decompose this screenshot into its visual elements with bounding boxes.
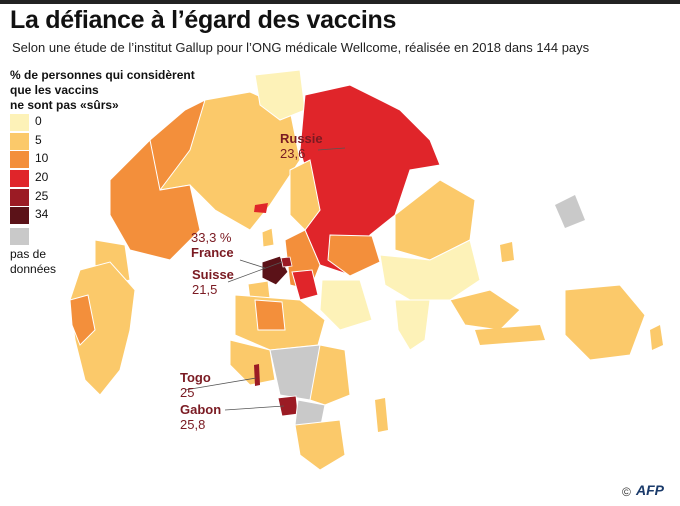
legend-label: 34 — [35, 207, 49, 222]
nodata-line: pas de — [10, 247, 47, 261]
annotation-name: Gabon — [180, 402, 222, 417]
region-greenland — [254, 69, 306, 121]
annotation-value: 33,3 % — [191, 230, 232, 245]
region-france — [261, 255, 289, 286]
legend-swatch — [10, 188, 29, 206]
leader-togo — [184, 377, 257, 391]
annotation-togo: Togo 25 — [180, 370, 211, 400]
annotation-france: 33,3 % France — [191, 230, 234, 260]
legend-label: 5 — [35, 132, 42, 147]
copyright-symbol: © — [622, 485, 631, 499]
world-map — [69, 69, 663, 471]
legend-label: 25 — [35, 188, 49, 203]
annotation-value: 21,5 — [192, 282, 218, 297]
legend-title: % de personnes qui considèrent que les v… — [10, 68, 220, 113]
page-subtitle: Selon une étude de l’institut Gallup pou… — [12, 40, 590, 55]
legend-title-line: ne sont pas «sûrs» — [10, 98, 119, 112]
legend-swatch — [10, 114, 29, 131]
region-se-asia — [449, 289, 521, 331]
leader-gabon — [224, 405, 285, 411]
region-indonesia — [475, 325, 545, 345]
annotation-value: 23,6 — [280, 146, 306, 161]
region-togo — [254, 364, 260, 386]
region-middle-east — [319, 279, 373, 331]
region-uk — [261, 227, 275, 248]
annotation-name: France — [191, 245, 234, 260]
annotation-suisse: Suisse 21,5 — [192, 267, 234, 297]
region-algeria — [254, 299, 286, 331]
region-india — [394, 299, 431, 351]
region-australia — [564, 284, 646, 361]
legend-swatch — [10, 170, 29, 188]
region-peru — [69, 294, 96, 346]
region-china — [379, 239, 481, 301]
region-switzerland — [280, 256, 293, 268]
annotation-name: Togo — [180, 370, 211, 385]
region-new-zealand — [650, 325, 663, 350]
region-iceland — [254, 203, 268, 213]
annotation-value: 25,8 — [180, 417, 206, 432]
region-scandinavia — [289, 159, 321, 231]
leader-russie — [317, 147, 346, 151]
legend-nodata-label: pas de données — [10, 247, 90, 277]
region-kazakhstan — [327, 234, 381, 277]
leader-suisse — [227, 261, 283, 283]
region-usa — [109, 138, 201, 261]
region-japan — [555, 195, 585, 228]
annotation-gabon: Gabon 25,8 — [180, 402, 221, 432]
region-balkans — [291, 269, 319, 301]
annotation-value: 25 — [180, 385, 195, 400]
region-southern-africa — [294, 419, 346, 471]
region-madagascar — [375, 398, 388, 432]
legend-title-line: que les vaccins — [10, 83, 99, 97]
region-korea — [500, 242, 514, 262]
region-west-africa — [229, 339, 276, 386]
annotation-russie: Russie 23,6 — [280, 131, 323, 161]
legend-nodata-swatch — [10, 228, 29, 245]
legend-swatch — [10, 132, 29, 150]
page-title: La défiance à l’égard des vaccins — [10, 6, 397, 34]
top-rule — [0, 0, 680, 4]
legend-title-line: % de personnes qui considèrent — [10, 68, 195, 82]
leader-france — [239, 259, 266, 269]
nodata-line: données — [10, 262, 57, 276]
legend-label: 20 — [35, 170, 49, 185]
annotation-name: Suisse — [192, 267, 234, 282]
legend-swatch — [10, 151, 29, 169]
legend-swatch — [10, 207, 29, 225]
afp-logo: AFP — [636, 482, 664, 498]
legend-label: 0 — [35, 114, 42, 128]
region-east-africa — [309, 344, 351, 406]
legend-label: 10 — [35, 151, 49, 166]
annotation-name: Russie — [280, 131, 323, 146]
